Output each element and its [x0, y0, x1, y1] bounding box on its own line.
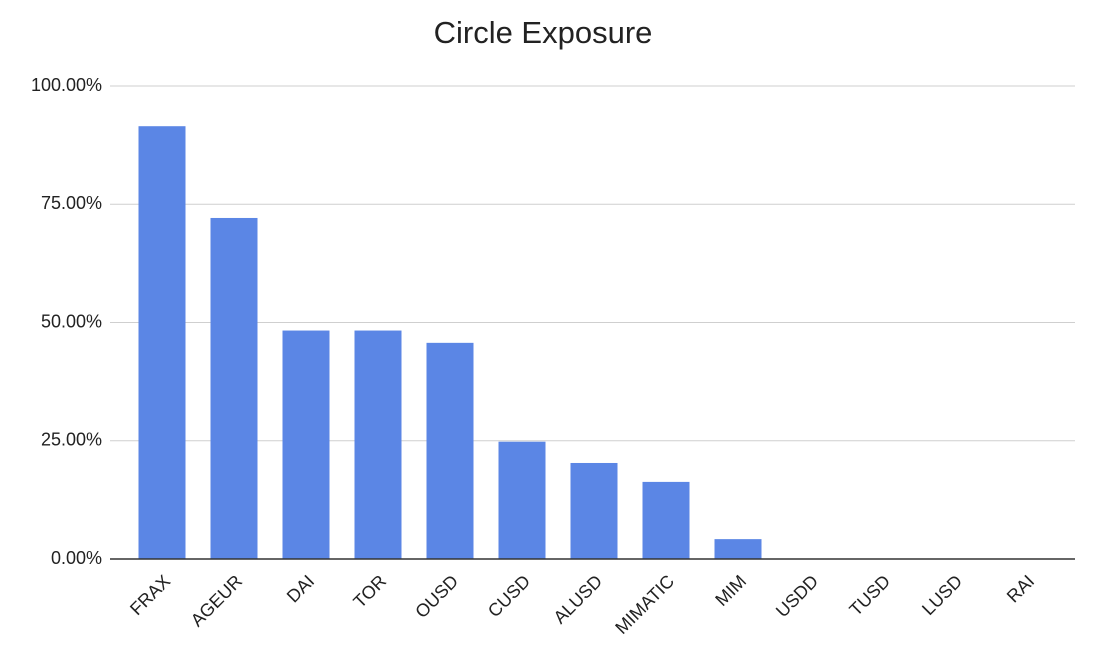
x-tick-label: TUSD [845, 571, 894, 620]
bar [138, 126, 186, 559]
x-tick-label: OUSD [411, 571, 462, 622]
x-tick-label: FRAX [126, 571, 174, 619]
bar [354, 330, 402, 559]
bar [498, 441, 546, 559]
bar [570, 462, 618, 559]
x-tick-label: USDD [772, 571, 822, 621]
x-tick-label: LUSD [918, 571, 966, 619]
bar [210, 217, 258, 560]
x-tick-label: TOR [349, 571, 390, 612]
y-tick-label: 50.00% [41, 311, 102, 331]
x-tick-label: AGEUR [187, 571, 246, 630]
chart-title: Circle Exposure [434, 15, 653, 50]
bar [282, 330, 330, 559]
x-tick-label: CUSD [484, 571, 534, 621]
y-tick-label: 100.00% [31, 75, 102, 95]
x-tick-label: ALUSD [550, 571, 607, 628]
x-tick-label: MIMATIC [611, 571, 678, 638]
bar [426, 342, 474, 559]
y-tick-label: 0.00% [51, 548, 102, 568]
x-tick-label: MIM [711, 571, 750, 610]
y-tick-label: 25.00% [41, 430, 102, 450]
x-tick-label: DAI [283, 571, 318, 606]
x-tick-label: RAI [1003, 571, 1038, 606]
bar [642, 481, 690, 559]
bar [714, 539, 762, 559]
y-tick-label: 75.00% [41, 193, 102, 213]
